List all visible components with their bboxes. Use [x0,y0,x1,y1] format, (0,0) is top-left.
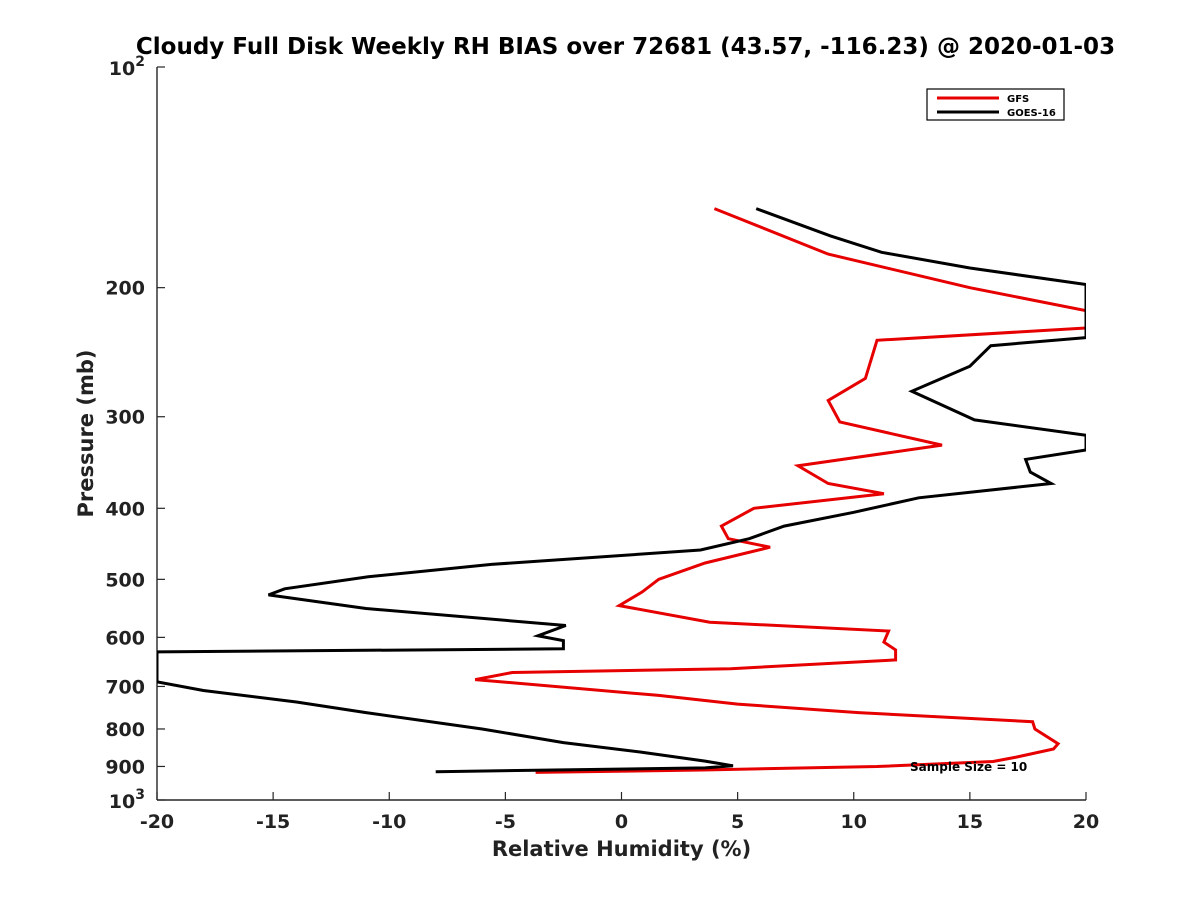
sample-size-annotation: Sample Size = 10 [910,760,1027,774]
chart-title: Cloudy Full Disk Weekly RH BIAS over 726… [136,34,1115,60]
y-axis-title: Pressure (mb) [74,350,98,518]
x-tick-label: -20 [140,811,174,833]
y-tick-label: 400 [105,498,145,520]
y-tick-label: 600 [105,627,145,649]
legend-label: GOES-16 [1007,108,1056,119]
x-axis-title: Relative Humidity (%) [492,837,751,861]
y-tick-label: 300 [105,407,145,429]
x-tick-label: 5 [731,811,744,833]
x-tick-label: 0 [615,811,628,833]
y-tick-label: 200 [105,278,145,300]
x-tick-label: 15 [957,811,983,833]
y-tick-label: 800 [105,719,145,741]
x-tick-label: -10 [372,811,406,833]
x-tick-label: 20 [1073,811,1099,833]
y-tick-label: 700 [105,676,145,698]
series-line-gfs [474,207,1086,774]
y-tick-label: 500 [105,569,145,591]
y-edge-tick-label: 102 [109,54,145,80]
legend-box [926,88,1065,121]
x-tick-label: -5 [495,811,516,833]
series-line-goes-16 [157,207,1086,774]
y-tick-label: 900 [105,756,145,778]
y-edge-tick-label: 103 [109,787,145,813]
x-tick-label: -15 [256,811,290,833]
legend-label: GFS [1007,94,1029,105]
x-tick-label: 10 [841,811,867,833]
